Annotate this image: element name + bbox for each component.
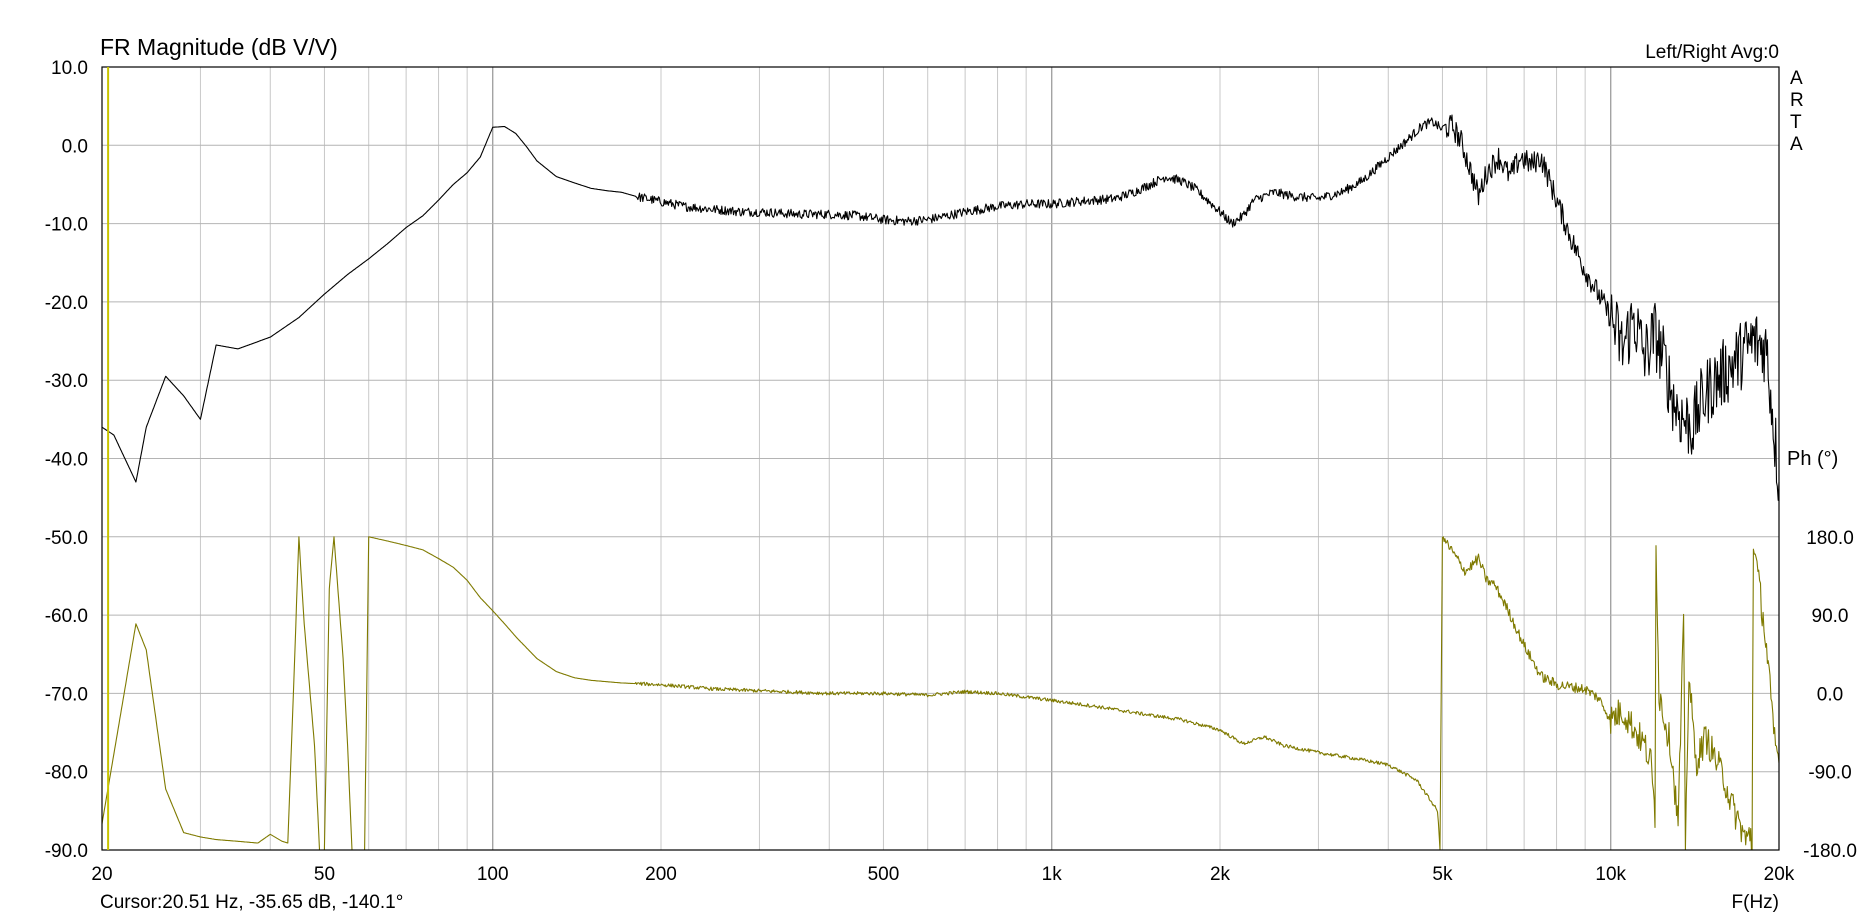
x-tick-label: 1k: [1042, 864, 1063, 885]
brand-letter: A: [1790, 134, 1803, 155]
series-layer: [101, 114, 1780, 851]
y-tick-label: -30.0: [45, 371, 88, 392]
x-tick-label: 200: [645, 864, 677, 885]
phase-axis-tick-labels: 180.0 90.0 0.0 -90.0 -180.0: [1803, 528, 1857, 862]
phase-tick-label: 90.0: [1812, 606, 1849, 627]
cursor-readout: Cursor:20.51 Hz, -35.65 dB, -140.1°: [100, 892, 403, 913]
plot-frame: [101, 66, 1780, 851]
arta-brand: A R T A: [1790, 68, 1804, 155]
phase-series-line: [101, 536, 1780, 851]
x-tick-label: 50: [314, 864, 335, 885]
y-tick-label: -50.0: [45, 528, 88, 549]
y-tick-label: -20.0: [45, 293, 88, 314]
phase-tick-label: -180.0: [1803, 841, 1857, 862]
y-tick-label: -90.0: [45, 841, 88, 862]
x-tick-label: 10k: [1595, 864, 1626, 885]
y-tick-label: -10.0: [45, 215, 88, 236]
y-tick-label: 0.0: [62, 136, 88, 157]
brand-letter: T: [1790, 112, 1802, 133]
y-tick-label: -40.0: [45, 450, 88, 471]
y-tick-label: -80.0: [45, 763, 88, 784]
x-axis-tick-labels: 20 50 100 200 500 1k 2k 5k 10k 20k: [91, 864, 1794, 885]
phase-tick-label: 0.0: [1817, 684, 1843, 705]
y-tick-label: -70.0: [45, 684, 88, 705]
y-axis-tick-labels: 10.0 0.0 -10.0 -20.0 -30.0 -40.0 -50.0 -60.0 -70…: [45, 58, 88, 862]
phase-axis-label: Ph (°): [1787, 448, 1838, 470]
y-tick-label: -60.0: [45, 606, 88, 627]
brand-letter: A: [1790, 68, 1803, 89]
x-tick-label: 100: [477, 864, 509, 885]
chart-title: FR Magnitude (dB V/V): [100, 34, 338, 60]
phase-tick-label: -90.0: [1808, 763, 1851, 784]
magnitude-series-line: [101, 114, 1780, 501]
x-tick-label: 20k: [1764, 864, 1795, 885]
channel-info: Left/Right Avg:0: [1645, 42, 1779, 63]
x-axis-unit-label: F(Hz): [1732, 892, 1779, 913]
y-tick-label: 10.0: [51, 58, 88, 79]
x-tick-label: 20: [91, 864, 112, 885]
phase-tick-label: 180.0: [1806, 528, 1854, 549]
brand-letter: R: [1790, 90, 1804, 111]
x-tick-label: 5k: [1432, 864, 1453, 885]
x-tick-label: 500: [868, 864, 900, 885]
x-tick-label: 2k: [1210, 864, 1231, 885]
